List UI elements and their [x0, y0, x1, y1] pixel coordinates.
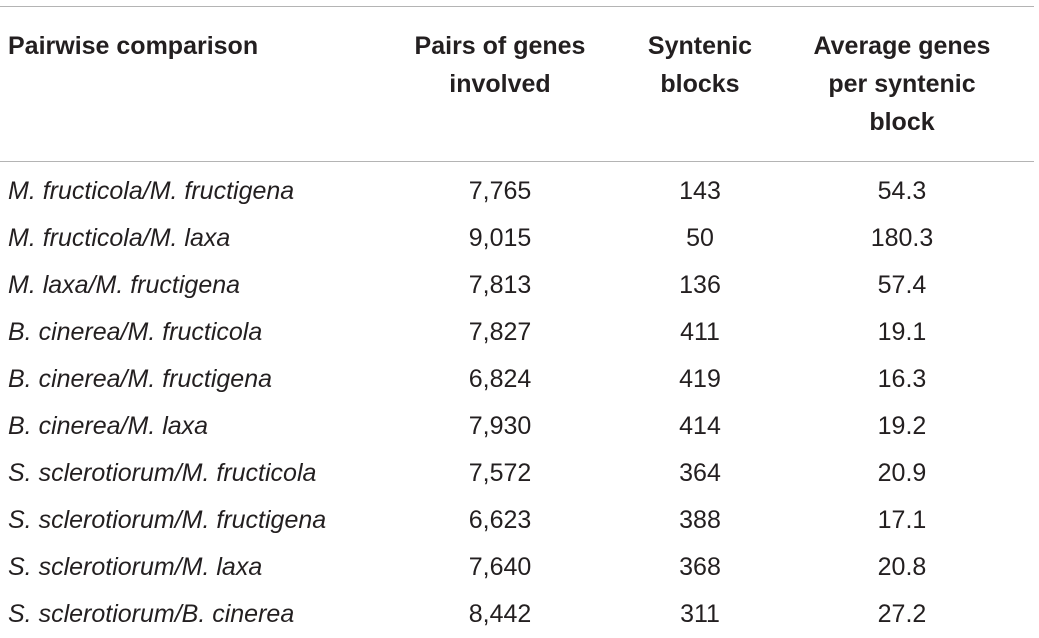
cell-blocks: 368: [630, 544, 770, 591]
table-row: M. laxa/M. fructigena 7,813 136 57.4: [0, 262, 1034, 309]
cell-pair: M. fructicola/M. fructigena: [0, 162, 370, 216]
cell-pair: B. cinerea/M. fructigena: [0, 356, 370, 403]
cell-avg: 19.1: [770, 309, 1034, 356]
table-body: M. fructicola/M. fructigena 7,765 143 54…: [0, 162, 1034, 638]
table-row: S. sclerotiorum/M. fructigena 6,623 388 …: [0, 497, 1034, 544]
header-row: Pairwise comparison Pairs of genes invol…: [0, 7, 1034, 162]
cell-genes: 7,930: [370, 403, 630, 450]
cell-genes: 7,813: [370, 262, 630, 309]
header-average-genes: Average genes per syntenic block: [770, 7, 1034, 162]
table-row: M. fructicola/M. laxa 9,015 50 180.3: [0, 215, 1034, 262]
cell-blocks: 388: [630, 497, 770, 544]
cell-pair: B. cinerea/M. laxa: [0, 403, 370, 450]
cell-blocks: 50: [630, 215, 770, 262]
table-row: M. fructicola/M. fructigena 7,765 143 54…: [0, 162, 1034, 216]
synteny-table: Pairwise comparison Pairs of genes invol…: [0, 6, 1034, 638]
cell-pair: S. sclerotiorum/M. fructicola: [0, 450, 370, 497]
table-row: B. cinerea/M. fructigena 6,824 419 16.3: [0, 356, 1034, 403]
cell-avg: 17.1: [770, 497, 1034, 544]
cell-blocks: 419: [630, 356, 770, 403]
cell-genes: 7,572: [370, 450, 630, 497]
table-row: B. cinerea/M. laxa 7,930 414 19.2: [0, 403, 1034, 450]
cell-avg: 54.3: [770, 162, 1034, 216]
table-row: S. sclerotiorum/M. laxa 7,640 368 20.8: [0, 544, 1034, 591]
cell-genes: 7,765: [370, 162, 630, 216]
cell-pair: M. laxa/M. fructigena: [0, 262, 370, 309]
cell-blocks: 311: [630, 591, 770, 638]
header-pairwise-comparison: Pairwise comparison: [0, 7, 370, 162]
cell-blocks: 143: [630, 162, 770, 216]
cell-genes: 8,442: [370, 591, 630, 638]
cell-pair: S. sclerotiorum/B. cinerea: [0, 591, 370, 638]
cell-pair: M. fructicola/M. laxa: [0, 215, 370, 262]
header-pairs-of-genes: Pairs of genes involved: [370, 7, 630, 162]
cell-blocks: 411: [630, 309, 770, 356]
cell-genes: 9,015: [370, 215, 630, 262]
cell-avg: 180.3: [770, 215, 1034, 262]
cell-blocks: 136: [630, 262, 770, 309]
cell-blocks: 364: [630, 450, 770, 497]
cell-genes: 7,827: [370, 309, 630, 356]
cell-avg: 20.9: [770, 450, 1034, 497]
cell-pair: S. sclerotiorum/M. fructigena: [0, 497, 370, 544]
header-syntenic-blocks: Syntenic blocks: [630, 7, 770, 162]
cell-blocks: 414: [630, 403, 770, 450]
cell-avg: 16.3: [770, 356, 1034, 403]
cell-genes: 6,824: [370, 356, 630, 403]
cell-pair: S. sclerotiorum/M. laxa: [0, 544, 370, 591]
table-header: Pairwise comparison Pairs of genes invol…: [0, 7, 1034, 162]
table-row: S. sclerotiorum/M. fructicola 7,572 364 …: [0, 450, 1034, 497]
cell-avg: 20.8: [770, 544, 1034, 591]
cell-avg: 27.2: [770, 591, 1034, 638]
cell-genes: 6,623: [370, 497, 630, 544]
cell-avg: 19.2: [770, 403, 1034, 450]
table-row: S. sclerotiorum/B. cinerea 8,442 311 27.…: [0, 591, 1034, 638]
cell-genes: 7,640: [370, 544, 630, 591]
cell-pair: B. cinerea/M. fructicola: [0, 309, 370, 356]
cell-avg: 57.4: [770, 262, 1034, 309]
table-row: B. cinerea/M. fructicola 7,827 411 19.1: [0, 309, 1034, 356]
